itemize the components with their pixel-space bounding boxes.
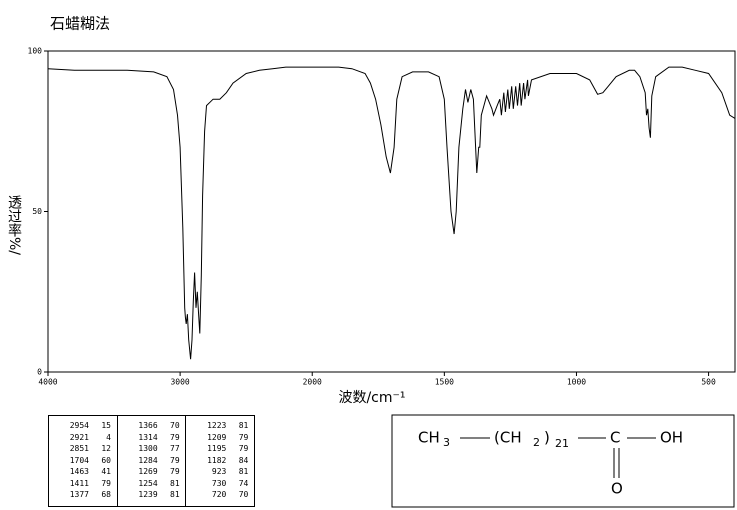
spectrum-line (47, 66, 736, 360)
peak-row: 1366 70 (122, 420, 184, 432)
transmittance: 84 (238, 455, 249, 465)
x-tick-label: 2000 (303, 378, 322, 387)
peak-row: 2851 12 (53, 443, 115, 455)
wavenumber: 2954 (69, 421, 89, 430)
x-tick-label: 1500 (435, 378, 454, 387)
transmittance: 12 (101, 444, 111, 453)
peak-row: 720 70 (190, 489, 252, 501)
transmittance: 81 (238, 421, 249, 430)
transmittance: 81 (238, 467, 249, 476)
transmittance: 74 (238, 478, 249, 488)
subscript: 2 (533, 436, 540, 449)
peak-row: 2954 15 (53, 420, 115, 432)
peak-row: 1209 79 (190, 432, 252, 444)
wavenumber: 1704 (69, 455, 89, 465)
peak-row: 1284 79 (122, 455, 184, 467)
wavenumber: 730 (211, 478, 227, 488)
transmittance: 77 (170, 444, 180, 453)
atom: CH (418, 429, 440, 447)
wavenumber: 923 (211, 467, 227, 476)
x-tick-label: 500 (701, 378, 716, 387)
peak-row: 1269 79 (122, 466, 184, 478)
wavenumber: 1269 (138, 467, 158, 476)
y-tick-label: 100 (28, 47, 43, 56)
wavenumber: 1239 (138, 490, 158, 499)
y-tick-label: 50 (32, 207, 42, 216)
peak-row: 1239 81 (122, 489, 184, 501)
wavenumber: 1182 (207, 455, 227, 465)
plot-frame (47, 50, 736, 373)
transmittance: 4 (106, 432, 111, 442)
peak-row: 1254 81 (122, 478, 184, 490)
y-tick-label: 0 (37, 368, 42, 377)
atom: OH (660, 429, 683, 447)
x-tick-label: 4000 (38, 378, 57, 387)
peak-group: 1223 81 1209 79 1195 79 1182 84 923 81 730 74 720 70 (186, 416, 254, 506)
transmittance: 15 (101, 421, 111, 430)
transmittance: 41 (101, 467, 111, 476)
x-tick-label: 1000 (567, 378, 586, 387)
bracket: ) (544, 429, 550, 447)
atom: (CH (494, 429, 522, 447)
peak-group: 2954 15 2921 4 2851 12 1704 60 1463 41 1411 79 1377 6… (49, 416, 118, 506)
peak-group: 1366 70 1314 79 1300 77 1284 79 1269 79 1254 81 1239… (118, 416, 187, 506)
peak-row: 1182 84 (190, 455, 252, 467)
transmittance: 79 (238, 432, 249, 442)
peak-row: 923 81 (190, 466, 252, 478)
wavenumber: 1195 (207, 444, 227, 453)
transmittance: 60 (101, 455, 111, 465)
wavenumber: 1377 (69, 490, 89, 499)
wavenumber: 1209 (207, 432, 227, 442)
subscript: 3 (443, 436, 450, 449)
wavenumber: 1223 (207, 421, 227, 430)
chart-title: 石蜡糊法 (50, 15, 110, 33)
transmittance: 70 (238, 490, 249, 499)
transmittance: 81 (170, 478, 180, 488)
peak-row: 730 74 (190, 478, 252, 490)
peak-row: 1704 60 (53, 455, 115, 467)
atom: C (610, 429, 620, 447)
wavenumber: 1254 (138, 478, 158, 488)
wavenumber: 2921 (69, 432, 89, 442)
wavenumber: 1300 (138, 444, 158, 453)
wavenumber: 1284 (138, 455, 158, 465)
transmittance: 81 (170, 490, 180, 499)
chart: 石蜡糊法 波数/cm⁻¹ 透过率%/ 4000 3000 2000 1500 1000 5… (6, 15, 736, 406)
peak-table: 2954 15 2921 4 2851 12 1704 60 1463 41 1411 79 1377 6… (48, 415, 255, 507)
transmittance: 79 (170, 432, 180, 442)
subscript: 21 (555, 437, 569, 450)
x-tick-label: 3000 (170, 378, 189, 387)
peak-row: 1300 77 (122, 443, 184, 455)
peak-row: 1377 68 (53, 489, 115, 501)
peak-row: 2921 4 (53, 432, 115, 444)
wavenumber: 720 (211, 490, 227, 499)
transmittance: 79 (170, 467, 180, 476)
transmittance: 68 (101, 490, 111, 499)
y-axis-label: 透过率%/ (6, 195, 22, 255)
peak-row: 1195 79 (190, 443, 252, 455)
transmittance: 79 (101, 478, 111, 488)
x-axis-label: 波数/cm⁻¹ (338, 390, 405, 406)
wavenumber: 2851 (69, 444, 89, 453)
peak-row: 1223 81 (190, 420, 252, 432)
wavenumber: 1366 (138, 421, 158, 430)
wavenumber: 1314 (138, 432, 158, 442)
peak-row: 1463 41 (53, 466, 115, 478)
peak-row: 1314 79 (122, 432, 184, 444)
structure-frame (391, 414, 735, 508)
peak-row: 1411 79 (53, 478, 115, 490)
wavenumber: 1411 (69, 478, 89, 488)
wavenumber: 1463 (69, 467, 89, 476)
transmittance: 70 (170, 421, 180, 430)
atom: O (611, 480, 623, 498)
transmittance: 79 (238, 444, 249, 453)
transmittance: 79 (170, 455, 180, 465)
